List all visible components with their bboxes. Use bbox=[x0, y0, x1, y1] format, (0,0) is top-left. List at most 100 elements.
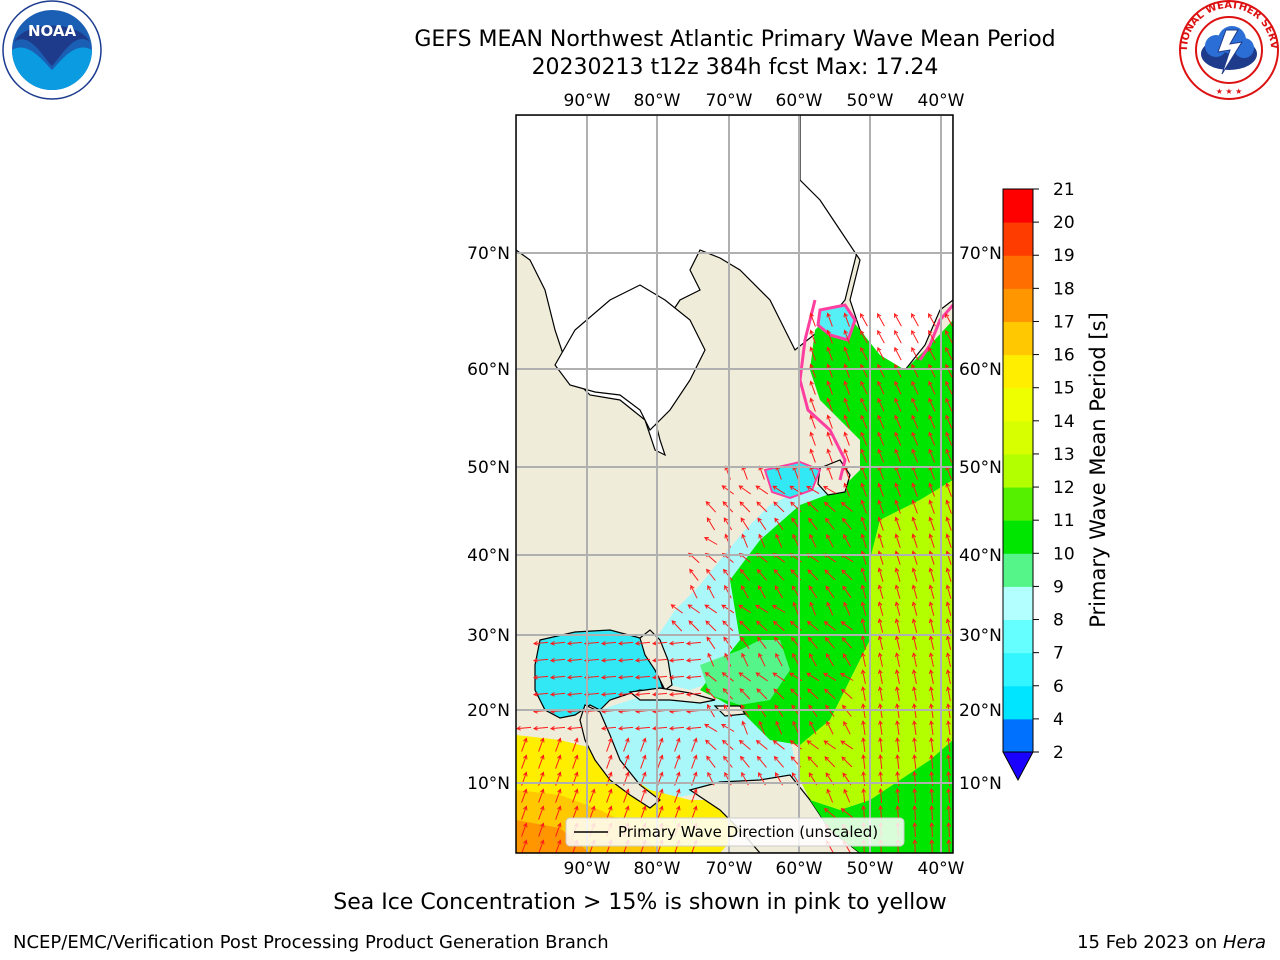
wave-arrow bbox=[809, 414, 816, 429]
wave-arrow bbox=[757, 636, 767, 649]
wave-arrow bbox=[894, 618, 901, 633]
wave-arrow bbox=[928, 499, 935, 514]
wave-arrow bbox=[826, 346, 833, 361]
wave-arrow bbox=[878, 737, 883, 752]
wave-arrow bbox=[774, 585, 784, 599]
colorbar-tick-label: 4 bbox=[1053, 710, 1064, 730]
wave-arrow bbox=[843, 601, 851, 616]
wave-arrow bbox=[755, 672, 768, 682]
colorbar-tick-label: 12 bbox=[1053, 478, 1075, 498]
wave-arrow bbox=[860, 499, 867, 514]
wave-arrow bbox=[623, 805, 630, 820]
wave-arrow bbox=[946, 720, 951, 735]
wave-arrow bbox=[555, 788, 562, 803]
colorbar-frame bbox=[1002, 188, 1034, 753]
wave-arrow bbox=[689, 568, 699, 581]
wave-arrow bbox=[928, 380, 936, 395]
map-legend: Primary Wave Direction (unscaled) bbox=[565, 817, 905, 847]
wave-arrow bbox=[824, 688, 836, 700]
wave-arrow bbox=[739, 620, 751, 632]
wave-arrow bbox=[877, 448, 885, 463]
wave-arrow bbox=[912, 737, 917, 752]
colorbar-segment bbox=[1003, 586, 1033, 621]
wave-arrow bbox=[651, 691, 668, 697]
wave-arrow bbox=[572, 754, 579, 769]
wave-arrow bbox=[617, 691, 634, 697]
wave-arrow bbox=[946, 838, 952, 853]
wave-arrow bbox=[532, 674, 549, 680]
wave-arrow bbox=[945, 397, 953, 412]
lon-label-bottom-50w: 50°W bbox=[847, 859, 894, 879]
wave-arrow bbox=[911, 533, 918, 548]
wave-arrow bbox=[755, 485, 769, 495]
wave-arrow bbox=[861, 737, 866, 752]
wave-arrow bbox=[824, 756, 836, 768]
wave-arrow bbox=[516, 725, 532, 731]
wave-arrow bbox=[894, 329, 902, 344]
wave-arrow bbox=[894, 567, 901, 582]
wave-arrow bbox=[685, 725, 702, 731]
wave-arrow bbox=[617, 674, 634, 680]
wave-arrow bbox=[877, 397, 885, 412]
wave-arrow bbox=[911, 414, 919, 429]
wave-arrow bbox=[928, 635, 935, 650]
wave-arrow bbox=[860, 431, 868, 446]
wave-arrow bbox=[806, 620, 819, 631]
wave-arrow bbox=[809, 329, 816, 344]
wave-arrow bbox=[912, 754, 917, 769]
wave-arrow bbox=[928, 431, 936, 446]
wave-arrow bbox=[668, 691, 685, 697]
lon-labels-bottom: 90°W 80°W 70°W 60°W 50°W 40°W bbox=[564, 859, 965, 879]
wave-arrow bbox=[877, 584, 884, 599]
wave-arrow bbox=[809, 533, 817, 548]
wave-arrow bbox=[809, 653, 817, 667]
wave-arrow bbox=[826, 533, 834, 548]
wave-arrow bbox=[946, 737, 951, 752]
wave-arrow bbox=[878, 720, 883, 735]
wave-arrow bbox=[945, 499, 952, 514]
wave-arrow bbox=[841, 756, 853, 768]
colorbar-tick-label: 21 bbox=[1053, 180, 1075, 200]
wave-arrow bbox=[704, 604, 718, 614]
wave-arrow bbox=[657, 737, 664, 752]
wave-arrow bbox=[826, 397, 833, 412]
wave-arrow bbox=[826, 448, 833, 463]
wave-arrow bbox=[772, 672, 786, 682]
wave-arrow bbox=[704, 723, 718, 733]
wave-arrow bbox=[739, 501, 751, 513]
wave-arrow bbox=[946, 821, 952, 838]
wave-arrow bbox=[521, 737, 528, 752]
wave-arrow bbox=[928, 346, 936, 361]
colorbar-segment bbox=[1003, 420, 1033, 455]
wave-arrow bbox=[705, 739, 717, 751]
wave-arrow bbox=[911, 346, 919, 361]
wave-arrow bbox=[842, 653, 852, 667]
wave-arrow bbox=[806, 485, 820, 495]
wave-arrow bbox=[860, 482, 867, 497]
wave-arrow bbox=[808, 585, 818, 599]
wave-arrow bbox=[773, 501, 785, 513]
lat-label-left-70n: 70°N bbox=[467, 244, 510, 264]
wave-arrow bbox=[549, 674, 566, 680]
wave-arrow bbox=[843, 414, 850, 429]
wave-arrow bbox=[929, 754, 934, 769]
wave-arrow bbox=[792, 720, 800, 735]
wave-arrow bbox=[738, 672, 751, 682]
colorbar-segment bbox=[1003, 718, 1033, 753]
colorbar-segment bbox=[1003, 255, 1033, 289]
wave-arrow bbox=[860, 397, 868, 412]
wave-arrow bbox=[911, 584, 918, 599]
wave-arrow bbox=[928, 601, 935, 616]
wave-arrow bbox=[809, 431, 816, 446]
wave-arrow bbox=[825, 652, 834, 667]
wave-arrow bbox=[792, 601, 799, 616]
wave-arrow bbox=[928, 652, 934, 667]
wave-arrow bbox=[841, 517, 852, 530]
lat-label-right-50n: 50°N bbox=[959, 458, 1002, 478]
wave-arrow bbox=[929, 787, 935, 804]
wave-arrow bbox=[843, 346, 850, 361]
wave-arrow bbox=[538, 788, 545, 803]
colorbar-segment bbox=[1003, 520, 1033, 554]
wave-arrow bbox=[860, 380, 868, 395]
